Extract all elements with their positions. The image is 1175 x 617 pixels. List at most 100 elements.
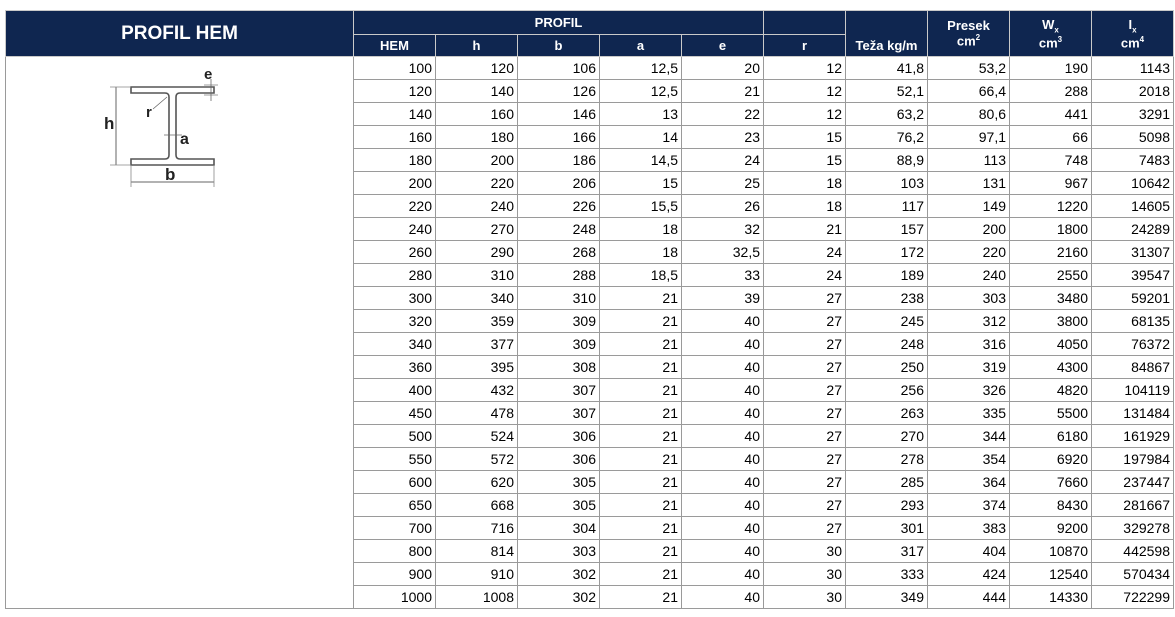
cell-wx: 4820 (1009, 378, 1092, 402)
cell-h: 668 (435, 493, 518, 517)
cell-e: 40 (681, 516, 764, 540)
cell-e: 32 (681, 217, 764, 241)
cell-ix: 197984 (1091, 447, 1174, 471)
cell-a: 21 (599, 470, 682, 494)
cell-ix: 2018 (1091, 79, 1174, 103)
cell-a: 18 (599, 240, 682, 264)
cell-r: 27 (763, 493, 846, 517)
cell-e: 39 (681, 286, 764, 310)
cell-e: 40 (681, 424, 764, 448)
cell-h: 270 (435, 217, 518, 241)
cell-hem: 360 (353, 355, 436, 379)
e-col-header: e (681, 34, 764, 57)
cell-a: 21 (599, 493, 682, 517)
ix-header: Ix cm4 (1091, 10, 1174, 57)
cell-a: 13 (599, 102, 682, 126)
cell-ix: 104119 (1091, 378, 1174, 402)
cell-b: 310 (517, 286, 600, 310)
cell-hem: 100 (353, 56, 436, 80)
cell-section: 113 (927, 148, 1010, 172)
cell-hem: 400 (353, 378, 436, 402)
table-row: 240 270 248 18 32 21 157 200 1800 24289 (6, 217, 1174, 241)
cell-h: 140 (435, 79, 518, 103)
cell-ix: 161929 (1091, 424, 1174, 448)
cell-wx: 66 (1009, 125, 1092, 149)
cell-ix: 570434 (1091, 562, 1174, 586)
cell-h: 432 (435, 378, 518, 402)
cell-section: 149 (927, 194, 1010, 218)
cell-r: 18 (763, 171, 846, 195)
cell-weight: 238 (845, 286, 928, 310)
cell-weight: 52,1 (845, 79, 928, 103)
cell-a: 12,5 (599, 56, 682, 80)
cell-ix: 59201 (1091, 286, 1174, 310)
table-row: 320 359 309 21 40 27 245 312 3800 68135 (6, 309, 1174, 333)
cell-wx: 288 (1009, 79, 1092, 103)
cell-a: 21 (599, 539, 682, 563)
cell-weight: 317 (845, 539, 928, 563)
cell-weight: 117 (845, 194, 928, 218)
cell-hem: 340 (353, 332, 436, 356)
cell-weight: 189 (845, 263, 928, 287)
cell-section: 97,1 (927, 125, 1010, 149)
cell-section: 240 (927, 263, 1010, 287)
cell-section: 335 (927, 401, 1010, 425)
table-row: 400 432 307 21 40 27 256 326 4820 104119 (6, 378, 1174, 402)
cell-wx: 4050 (1009, 332, 1092, 356)
cell-r: 21 (763, 217, 846, 241)
cell-h: 160 (435, 102, 518, 126)
cell-weight: 263 (845, 401, 928, 425)
cell-weight: 270 (845, 424, 928, 448)
cell-r: 27 (763, 309, 846, 333)
cell-wx: 10870 (1009, 539, 1092, 563)
cell-section: 66,4 (927, 79, 1010, 103)
cell-wx: 748 (1009, 148, 1092, 172)
table-row: 340 377 309 21 40 27 248 316 4050 76372 (6, 332, 1174, 356)
cell-hem: 600 (353, 470, 436, 494)
cell-b: 304 (517, 516, 600, 540)
cell-hem: 200 (353, 171, 436, 195)
b-col-header: b (517, 34, 600, 57)
cell-a: 18 (599, 217, 682, 241)
cell-section: 220 (927, 240, 1010, 264)
cell-h: 524 (435, 424, 518, 448)
cell-e: 20 (681, 56, 764, 80)
cell-e: 33 (681, 263, 764, 287)
cell-r: 30 (763, 539, 846, 563)
label-e: e (204, 66, 212, 83)
cell-hem: 320 (353, 309, 436, 333)
cell-wx: 2160 (1009, 240, 1092, 264)
cell-wx: 5500 (1009, 401, 1092, 425)
label-b: b (165, 165, 175, 184)
i-beam-drawing: h ba e r (104, 66, 218, 187)
cell-r: 27 (763, 355, 846, 379)
cell-e: 40 (681, 539, 764, 563)
cell-hem: 260 (353, 240, 436, 264)
cell-b: 309 (517, 309, 600, 333)
cell-e: 40 (681, 447, 764, 471)
cell-e: 24 (681, 148, 764, 172)
cell-ix: 722299 (1091, 585, 1174, 609)
cell-a: 15 (599, 171, 682, 195)
cell-e: 40 (681, 493, 764, 517)
cell-ix: 329278 (1091, 516, 1174, 540)
cell-a: 21 (599, 286, 682, 310)
cell-h: 478 (435, 401, 518, 425)
cell-ix: 39547 (1091, 263, 1174, 287)
h-col-header: h (435, 34, 518, 57)
cell-weight: 256 (845, 378, 928, 402)
cell-e: 40 (681, 470, 764, 494)
label-r: r (146, 104, 152, 121)
table-row: 900 910 302 21 40 30 333 424 12540 570434 (6, 562, 1174, 586)
cell-ix: 84867 (1091, 355, 1174, 379)
cell-b: 305 (517, 470, 600, 494)
cell-b: 307 (517, 378, 600, 402)
cell-h: 716 (435, 516, 518, 540)
cell-weight: 250 (845, 355, 928, 379)
cell-wx: 9200 (1009, 516, 1092, 540)
cell-hem: 500 (353, 424, 436, 448)
cell-b: 305 (517, 493, 600, 517)
table-row: 800 814 303 21 40 30 317 404 10870 442598 (6, 539, 1174, 563)
cell-ix: 68135 (1091, 309, 1174, 333)
